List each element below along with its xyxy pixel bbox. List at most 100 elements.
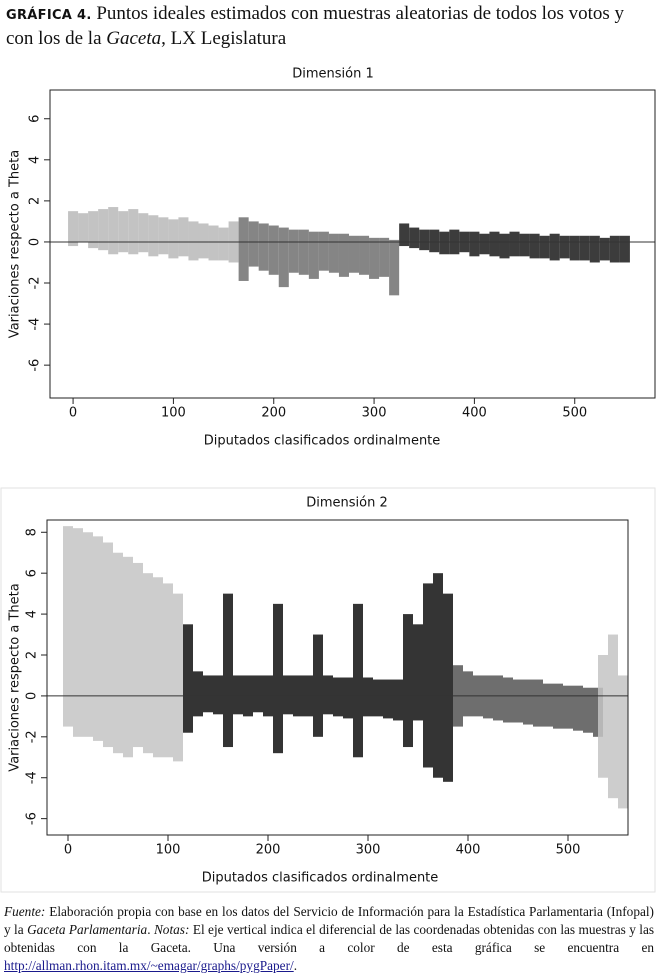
range-bar bbox=[509, 231, 520, 257]
range-bar bbox=[268, 225, 279, 275]
range-bar bbox=[253, 675, 263, 713]
range-bar bbox=[549, 233, 560, 261]
range-bar bbox=[278, 227, 289, 288]
range-bar bbox=[203, 675, 213, 713]
range-bar bbox=[163, 583, 173, 758]
range-bar bbox=[168, 219, 179, 259]
y-tick-label: -2 bbox=[28, 277, 43, 290]
x-tick-label: 100 bbox=[161, 406, 186, 421]
y-tick-label: -4 bbox=[28, 318, 43, 331]
range-bar bbox=[153, 577, 163, 758]
range-bar bbox=[298, 229, 309, 275]
range-bar bbox=[519, 233, 530, 257]
range-bar bbox=[193, 671, 203, 717]
source-text: Elaboración propia con base en los datos… bbox=[4, 904, 654, 937]
range-bar bbox=[499, 233, 510, 259]
range-bar bbox=[608, 634, 618, 799]
x-tick-label: 0 bbox=[69, 406, 77, 421]
range-bar bbox=[479, 233, 490, 255]
range-bar bbox=[68, 211, 79, 247]
plot-frame bbox=[46, 519, 629, 836]
range-bar bbox=[513, 679, 523, 723]
figure-label: GRÁFICA 4. bbox=[6, 8, 92, 23]
range-bar bbox=[238, 217, 249, 281]
range-bar bbox=[208, 225, 219, 261]
range-bar bbox=[148, 215, 159, 257]
range-bar bbox=[379, 237, 390, 277]
x-tick-label: 0 bbox=[64, 843, 72, 858]
range-bar bbox=[178, 217, 189, 257]
range-bar bbox=[599, 237, 610, 261]
range-bar bbox=[539, 235, 550, 259]
range-bar bbox=[213, 675, 223, 715]
range-bar bbox=[73, 528, 83, 737]
title-text: Puntos ideales estimados con muestras al… bbox=[6, 3, 625, 49]
range-bar bbox=[579, 235, 590, 261]
range-bar bbox=[399, 223, 410, 247]
punct: . bbox=[293, 958, 298, 973]
range-bar bbox=[559, 235, 570, 259]
source-label: Fuente: bbox=[4, 904, 46, 919]
notes-text: El eje vertical indica el diferencial de… bbox=[4, 922, 655, 955]
x-tick-label: 200 bbox=[256, 843, 281, 858]
x-tick-label: 200 bbox=[261, 406, 286, 421]
range-bar bbox=[598, 655, 608, 778]
range-bar bbox=[583, 687, 593, 733]
range-bar bbox=[419, 229, 430, 251]
y-tick-label: 2 bbox=[28, 197, 43, 205]
range-bar bbox=[143, 573, 153, 754]
range-bar bbox=[569, 235, 580, 261]
source-italic: Gaceta Parlamentaria bbox=[27, 922, 148, 937]
range-bar bbox=[218, 227, 229, 261]
link[interactable]: http://allman.rhon.itam.mx/~emagar/graph… bbox=[4, 958, 294, 973]
range-bar bbox=[63, 526, 73, 727]
panel-title: Dimensión 1 bbox=[292, 67, 374, 82]
range-bar bbox=[133, 562, 143, 748]
y-tick-label: -2 bbox=[25, 730, 40, 743]
range-bar bbox=[443, 593, 453, 782]
range-bar bbox=[233, 675, 243, 715]
range-bar bbox=[223, 593, 233, 748]
y-tick-label: 8 bbox=[25, 528, 40, 536]
y-tick-label: 6 bbox=[25, 569, 40, 577]
range-bar bbox=[158, 217, 169, 255]
range-bar bbox=[403, 614, 413, 748]
range-bar bbox=[563, 685, 573, 729]
range-bar bbox=[273, 603, 283, 754]
range-bar bbox=[318, 231, 329, 271]
y-tick-label: 0 bbox=[28, 238, 43, 246]
range-bar bbox=[323, 675, 333, 715]
notes-label: Notas: bbox=[153, 922, 190, 937]
range-bar bbox=[359, 235, 370, 275]
y-tick-label: -6 bbox=[28, 359, 43, 372]
x-tick-label: 500 bbox=[556, 843, 581, 858]
range-bar bbox=[619, 235, 630, 263]
range-bar bbox=[313, 634, 323, 737]
y-tick-label: -4 bbox=[25, 771, 40, 784]
x-tick-label: 400 bbox=[456, 843, 481, 858]
range-bar bbox=[78, 213, 89, 242]
range-bar bbox=[283, 675, 293, 715]
y-tick-label: 2 bbox=[25, 651, 40, 659]
range-bar bbox=[118, 211, 129, 253]
range-bar bbox=[429, 229, 440, 253]
title-italic: Gaceta bbox=[106, 28, 162, 49]
range-bar bbox=[553, 683, 563, 729]
range-bar bbox=[483, 675, 493, 719]
x-tick-label: 300 bbox=[362, 406, 387, 421]
range-bar bbox=[188, 221, 199, 261]
range-bar bbox=[493, 675, 503, 721]
range-bar bbox=[589, 235, 600, 263]
range-bar bbox=[338, 233, 349, 277]
range-bar bbox=[248, 221, 259, 267]
range-bar bbox=[523, 679, 533, 725]
x-tick-label: 100 bbox=[156, 843, 181, 858]
footnote: Fuente: Elaboración propia con base en l… bbox=[4, 903, 654, 975]
range-bar bbox=[529, 233, 540, 259]
range-bar bbox=[533, 679, 543, 727]
x-tick-label: 500 bbox=[562, 406, 587, 421]
range-bar bbox=[413, 624, 423, 721]
range-bar bbox=[198, 223, 209, 259]
title-text: , LX Legislatura bbox=[161, 28, 287, 49]
